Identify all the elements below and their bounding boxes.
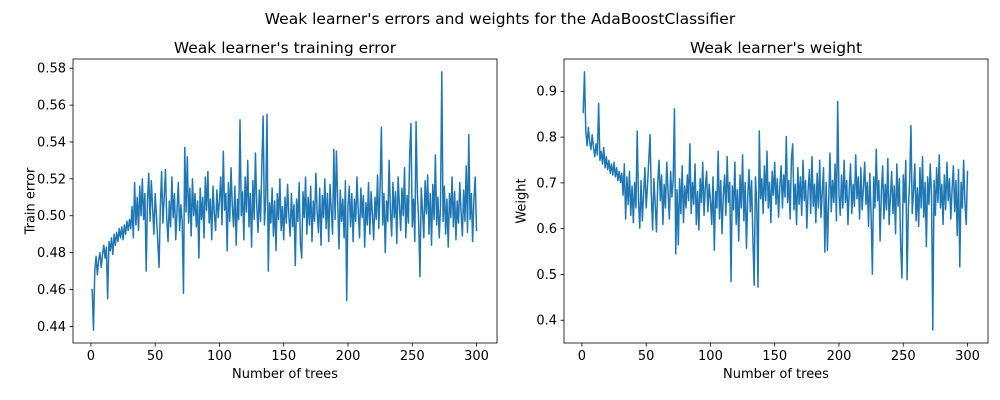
train_error-line [91, 71, 478, 331]
y-tick-label: 0.6 [536, 222, 557, 237]
y-tick-label: 0.8 [536, 131, 557, 146]
x-tick-label: 150 [762, 349, 787, 364]
figure-suptitle: Weak learner's errors and weights for th… [264, 10, 736, 28]
x-tick-label: 250 [400, 349, 425, 364]
y-tick-label: 0.54 [37, 135, 66, 150]
x-tick-label: 100 [207, 349, 232, 364]
x-tick-label: 200 [336, 349, 361, 364]
x-tick-label: 0 [578, 349, 586, 364]
weight-line [582, 71, 969, 331]
x-tick-label: 200 [827, 349, 852, 364]
y-tick-label: 0.50 [37, 209, 66, 224]
y-tick-label: 0.5 [536, 268, 557, 283]
x-tick-label: 250 [891, 349, 916, 364]
y-tick-label: 0.4 [536, 314, 557, 329]
plot-border [563, 58, 989, 344]
y-tick-label: 0.7 [536, 176, 557, 191]
y-tick-label: 0.58 [37, 62, 66, 77]
right-x-axis-label: Number of trees [723, 367, 829, 382]
y-tick-label: 0.48 [37, 246, 66, 261]
y-tick-label: 0.9 [536, 85, 557, 100]
right-plot-title: Weak learner's weight [689, 39, 863, 57]
x-tick-label: 50 [147, 349, 164, 364]
x-tick-label: 300 [464, 349, 489, 364]
x-tick-label: 100 [698, 349, 723, 364]
y-tick-label: 0.44 [37, 320, 66, 335]
y-tick-label: 0.52 [37, 172, 66, 187]
x-tick-label: 0 [87, 349, 95, 364]
y-tick-label: 0.46 [37, 283, 66, 298]
x-tick-label: 50 [638, 349, 655, 364]
left-x-axis-label: Number of trees [232, 367, 338, 382]
x-tick-label: 300 [955, 349, 980, 364]
x-tick-label: 150 [271, 349, 296, 364]
y-tick-label: 0.56 [37, 99, 66, 114]
left-plot-title: Weak learner's training error [173, 39, 397, 57]
plot-border [72, 58, 498, 344]
